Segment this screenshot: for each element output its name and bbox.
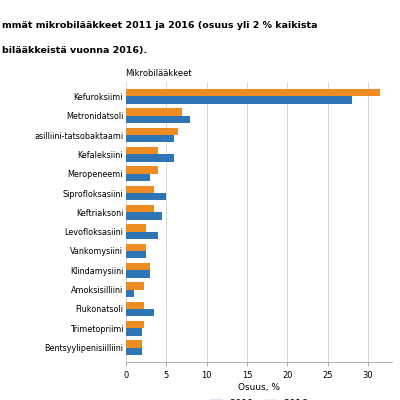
Bar <box>126 116 190 123</box>
Bar <box>126 154 174 162</box>
Text: Mikrobilääkkeet: Mikrobilääkkeet <box>125 69 191 78</box>
Bar <box>126 108 182 116</box>
Bar <box>126 135 174 142</box>
Bar <box>126 174 150 181</box>
Bar <box>126 290 134 297</box>
Legend: 2011, 2016: 2011, 2016 <box>210 399 308 400</box>
Bar <box>126 89 380 96</box>
Bar <box>126 302 144 309</box>
Bar <box>126 270 150 278</box>
Bar <box>126 282 144 290</box>
Bar <box>126 166 158 174</box>
Bar <box>126 205 154 212</box>
Bar <box>126 224 146 232</box>
Bar <box>126 193 166 200</box>
Bar <box>126 321 144 328</box>
Bar <box>126 328 142 336</box>
Text: bilääkkeistä vuonna 2016).: bilääkkeistä vuonna 2016). <box>2 46 147 54</box>
Bar <box>126 263 150 270</box>
Bar <box>126 244 146 251</box>
Bar <box>126 232 158 239</box>
Bar <box>126 212 162 220</box>
Bar <box>126 340 142 348</box>
Bar <box>126 348 142 355</box>
Text: 1.: 1. <box>2 4 14 14</box>
Bar <box>126 96 352 104</box>
Bar <box>126 186 154 193</box>
Bar <box>126 147 158 154</box>
Bar <box>126 309 154 316</box>
Text: mmät mikrobilääkkeet 2011 ja 2016 (osuus yli 2 % kaikista: mmät mikrobilääkkeet 2011 ja 2016 (osuus… <box>2 20 318 30</box>
Bar <box>126 251 146 258</box>
Bar <box>126 128 178 135</box>
X-axis label: Osuus, %: Osuus, % <box>238 383 280 392</box>
